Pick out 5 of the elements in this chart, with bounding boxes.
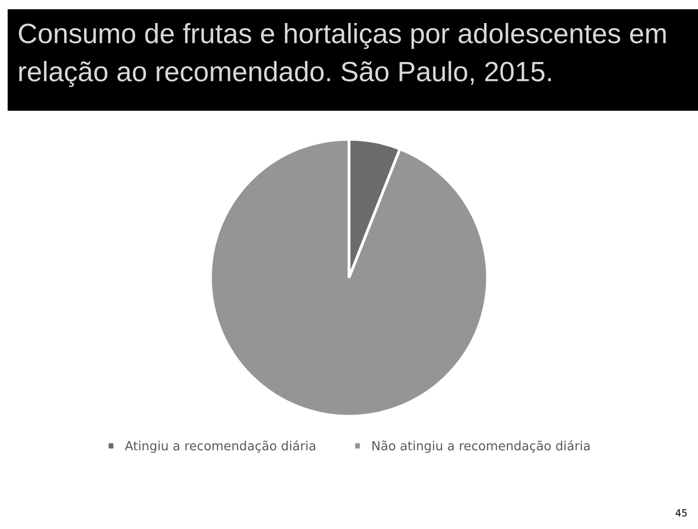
chart-title: Consumo de frutas e hortaliças por adolescentes em relação ao recomendado. São Paulo, 2015. bbox=[18, 22, 666, 88]
pie-slice bbox=[209, 138, 489, 418]
text: 45 bbox=[676, 509, 687, 517]
legend-label: Não atingiu a recomendação diária bbox=[372, 440, 590, 453]
legend-label: Atingiu a recomendação diária bbox=[124, 440, 316, 453]
